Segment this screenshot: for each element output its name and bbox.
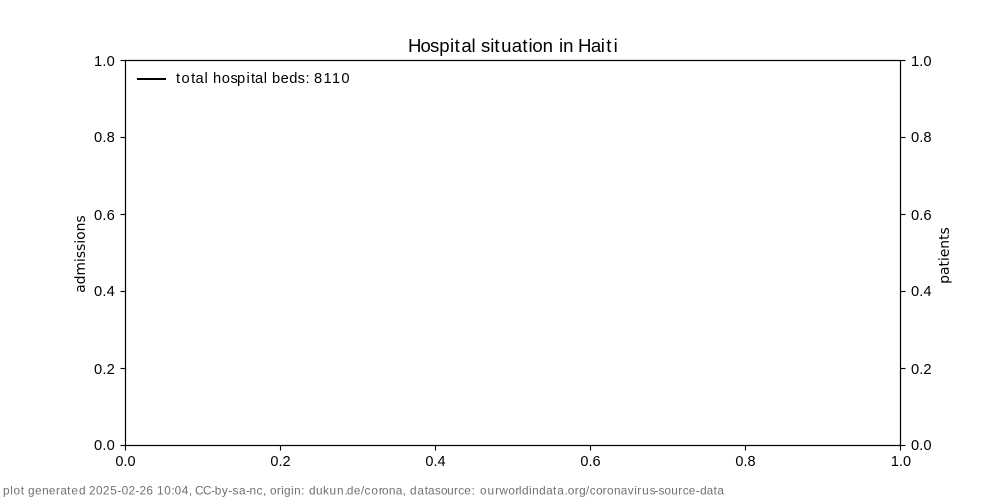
svg-text:urc: urc: [447, 484, 464, 498]
svg-text:0.0: 0.0: [94, 438, 115, 454]
svg-text:urc: urc: [671, 484, 689, 498]
svg-text:wor: wor: [498, 484, 519, 498]
svg-text:nc,: nc,: [249, 484, 266, 498]
svg-text:2-26: 2-26: [128, 484, 153, 498]
svg-text:202: 202: [89, 484, 110, 498]
svg-text:0.8: 0.8: [735, 454, 755, 470]
svg-text:nda: nda: [532, 484, 553, 498]
svg-text:cor: cor: [364, 484, 383, 498]
svg-text:de/: de/: [347, 484, 365, 498]
svg-text:0.4: 0.4: [94, 284, 115, 300]
svg-text:ta.: ta.: [553, 484, 569, 498]
svg-text:0.2: 0.2: [94, 362, 115, 378]
svg-text:org: org: [568, 484, 587, 498]
svg-text:al: al: [461, 35, 475, 56]
svg-text:dat: dat: [410, 484, 429, 498]
svg-text:our: our: [480, 484, 500, 498]
svg-text:0.6: 0.6: [911, 208, 932, 224]
svg-text:1.0: 1.0: [891, 454, 911, 470]
svg-text:e-d: e-d: [689, 484, 708, 498]
svg-text:plot: plot: [3, 484, 25, 498]
svg-text:ata: ata: [707, 484, 725, 498]
svg-text:10:: 10:: [157, 484, 175, 498]
svg-text:0.8: 0.8: [911, 130, 932, 146]
svg-text:ti: ti: [606, 35, 620, 56]
svg-text:tot: tot: [176, 71, 197, 87]
svg-text:al: al: [255, 71, 268, 87]
svg-text:in: in: [559, 35, 573, 56]
svg-text:0.4: 0.4: [911, 284, 932, 300]
svg-text:al: al: [196, 71, 209, 87]
svg-text:e:: e:: [464, 484, 475, 498]
svg-text:0.0: 0.0: [911, 438, 932, 454]
svg-text:0.2: 0.2: [270, 454, 290, 470]
svg-text:ona,: ona,: [382, 484, 406, 498]
svg-text:0.4: 0.4: [425, 454, 445, 470]
svg-text:by-: by-: [215, 484, 233, 498]
svg-text:0.2: 0.2: [911, 362, 932, 378]
svg-text:pit: pit: [237, 71, 256, 87]
svg-text:gen: gen: [28, 484, 49, 498]
svg-text:ted: ted: [67, 484, 86, 498]
svg-text:s:: s:: [298, 71, 311, 87]
svg-text:/co: /co: [586, 484, 603, 498]
svg-text:bed: bed: [272, 71, 298, 87]
svg-text:era: era: [49, 484, 68, 498]
svg-text:-so: -so: [655, 484, 672, 498]
svg-text:1.0: 1.0: [94, 54, 115, 70]
svg-text:0.0: 0.0: [115, 454, 135, 470]
svg-text:gin:: gin:: [284, 484, 305, 498]
svg-text:ron: ron: [603, 484, 622, 498]
svg-text:8110: 8110: [314, 71, 351, 87]
svg-text:sit: sit: [481, 35, 500, 56]
svg-text:hos: hos: [213, 71, 239, 87]
svg-text:ldi: ldi: [519, 484, 532, 498]
svg-text:Hos: Hos: [408, 35, 439, 56]
svg-text:1.0: 1.0: [911, 54, 932, 70]
svg-text:0.6: 0.6: [94, 208, 115, 224]
svg-text:duk: duk: [309, 484, 329, 498]
svg-text:Hai: Hai: [578, 35, 604, 56]
svg-text:ori: ori: [270, 484, 284, 498]
svg-text:ion: ion: [528, 35, 552, 56]
svg-text:uat: uat: [501, 35, 528, 56]
svg-text:aso: aso: [428, 484, 448, 498]
svg-text:pit: pit: [439, 35, 460, 56]
svg-text:un.: un.: [330, 484, 349, 498]
svg-text:rus: rus: [637, 484, 656, 498]
svg-text:0.6: 0.6: [580, 454, 600, 470]
svg-text:0.8: 0.8: [94, 130, 115, 146]
svg-text:sa-: sa-: [233, 484, 251, 498]
svg-text:avi: avi: [621, 484, 638, 498]
svg-text:04,: 04,: [175, 484, 193, 498]
svg-text:5-0: 5-0: [110, 484, 128, 498]
svg-text:CC-: CC-: [195, 484, 215, 498]
